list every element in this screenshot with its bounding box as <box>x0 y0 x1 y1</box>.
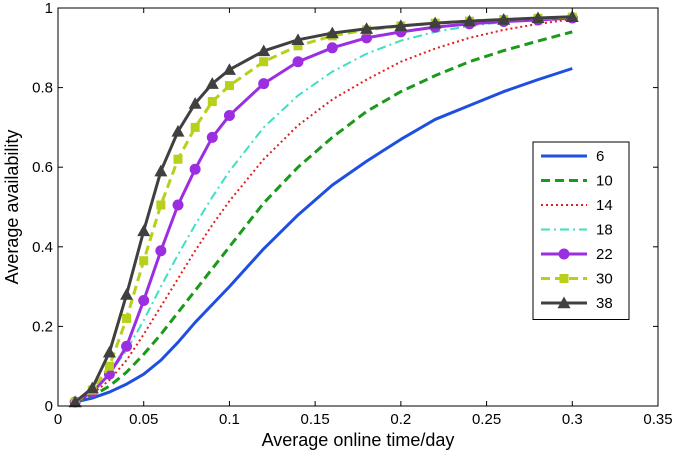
series-22-point <box>189 163 201 175</box>
series-38-point <box>565 10 579 22</box>
y-tick-label: 1 <box>45 0 53 17</box>
series-38-point <box>137 224 151 237</box>
series-30-point <box>293 41 303 51</box>
series-38-point <box>205 77 219 89</box>
series-38-point <box>68 395 82 408</box>
series-38-point <box>222 63 236 75</box>
series-22-point <box>258 78 270 90</box>
series-22-point <box>223 109 235 121</box>
series-38-point <box>102 345 116 358</box>
x-tick-label: 0.25 <box>472 411 501 428</box>
series-38-point <box>85 381 99 394</box>
x-tick-label: 0 <box>54 411 62 428</box>
series-38-point <box>291 33 305 46</box>
series-22-point <box>155 245 167 257</box>
x-tick-label: 0.05 <box>129 411 158 428</box>
y-tick-label: 0.2 <box>32 318 53 335</box>
series-38-point <box>360 22 374 34</box>
series-38-point <box>257 44 271 57</box>
series-38-point <box>325 26 339 39</box>
x-tick-label: 0.2 <box>390 411 411 428</box>
series-38-point <box>154 164 168 177</box>
y-axis-label: Average availability <box>2 130 22 285</box>
series-30-point <box>156 200 166 210</box>
y-tick-label: 0.4 <box>32 239 53 256</box>
series-22-point <box>292 56 304 68</box>
series-22-line <box>74 16 573 404</box>
series-30-point <box>104 361 114 371</box>
series-38 <box>68 10 579 408</box>
series-6-line <box>74 67 573 404</box>
series-22-point <box>121 340 133 352</box>
series-layer <box>68 10 579 408</box>
series-22-point <box>206 131 218 143</box>
legend-label: 18 <box>596 222 613 239</box>
series-38-point <box>462 14 476 27</box>
series-22-point <box>138 295 150 307</box>
x-tick-label: 0.35 <box>643 411 672 428</box>
series-10 <box>74 30 573 404</box>
series-30-point <box>190 122 200 132</box>
legend-item-30: 30 <box>541 271 613 288</box>
x-tick-label: 0.3 <box>562 411 583 428</box>
series-30-point <box>122 313 132 323</box>
y-tick-label: 0 <box>45 398 53 415</box>
legend-marker <box>557 296 571 309</box>
x-axis-label: Average online time/day <box>262 430 455 450</box>
series-30-point <box>139 256 149 266</box>
series-38-point <box>171 124 185 137</box>
legend-label: 30 <box>596 271 613 288</box>
series-6 <box>74 67 573 404</box>
legend-item-10: 10 <box>541 173 613 190</box>
series-38-point <box>531 11 545 24</box>
series-38-point <box>428 16 442 29</box>
y-tick-label: 0.6 <box>32 159 53 176</box>
plot-area-frame <box>57 7 659 407</box>
legend-label: 22 <box>596 246 613 263</box>
legend-item-22: 22 <box>541 246 613 263</box>
legend-marker <box>559 274 569 283</box>
series-22-point <box>172 199 184 211</box>
legend-marker <box>558 248 570 260</box>
series-22-point <box>326 42 338 54</box>
series-38-point <box>120 288 134 300</box>
legend-label: 14 <box>596 197 613 214</box>
y-tick-label: 0.8 <box>32 80 53 97</box>
series-38-point <box>394 19 408 32</box>
legend-label: 10 <box>596 173 613 190</box>
series-38-line <box>74 15 573 404</box>
series-30-point <box>224 81 234 91</box>
series-30-point <box>207 97 217 107</box>
legend-label: 6 <box>596 148 604 165</box>
legend-box <box>532 141 630 320</box>
legend-item-14: 14 <box>541 197 613 214</box>
legend-item-18: 18 <box>541 222 613 239</box>
series-30-point <box>173 154 183 164</box>
series-38-point <box>188 97 202 109</box>
legend-label: 38 <box>596 295 613 312</box>
legend-item-6: 6 <box>541 148 604 165</box>
series-30-point <box>259 57 269 67</box>
axis-ticks: 0 0.05 0.1 0.15 0.2 0.25 0.3 0.35 0 0.2 0.4 0.6 0.8 1 <box>32 0 672 428</box>
x-tick-label: 0.1 <box>219 411 240 428</box>
series-10-line <box>74 30 573 404</box>
legend-item-38: 38 <box>541 295 613 312</box>
x-tick-label: 0.15 <box>301 411 330 428</box>
series-38-point <box>497 13 511 25</box>
legend: 6 10 14 18 22 30 38 <box>532 141 630 320</box>
